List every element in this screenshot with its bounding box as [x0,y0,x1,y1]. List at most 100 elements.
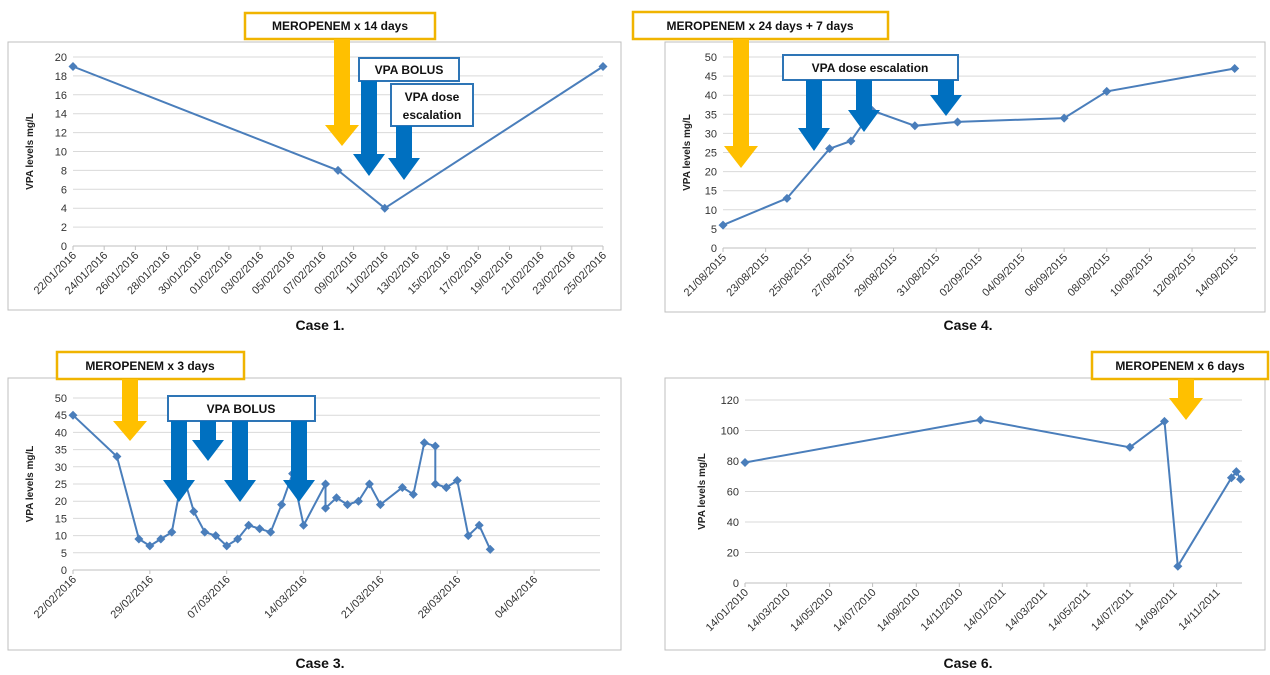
data-point [441,482,451,492]
y-tick-label: 50 [55,393,67,405]
data-point [1226,473,1236,483]
data-point [718,220,728,230]
y-tick-label: 50 [705,52,717,64]
caption-case-1: Case 1. [295,317,344,333]
data-point [782,193,792,203]
vpa-label-case-1-escalation: VPA dose escalation [403,90,462,122]
meropenem-arrow-case-4 [724,39,758,168]
y-tick-label: 10 [55,531,67,543]
data-point [145,541,155,551]
data-point [846,136,856,146]
data-point [419,438,429,448]
data-point [189,507,199,517]
data-point [598,61,608,71]
y-tick-label: 18 [55,71,67,83]
data-point [1102,86,1112,96]
data-point [1236,474,1246,484]
data-point [68,410,78,420]
vpa-box-case-1-bolus [358,57,460,82]
series-line [72,65,604,210]
y-tick-label: 0 [733,578,739,590]
data-point [244,520,254,530]
meropenem-label-case-1: MEROPENEM x 14 days [272,19,408,33]
data-point [463,531,473,541]
y-tick-label: 35 [55,445,67,457]
y-tick-label: 0 [61,565,67,577]
vpa-arrow-case-1-escalation [388,126,420,180]
series-line [722,67,1235,227]
data-point [333,165,343,175]
data-point [332,493,341,503]
y-axis-label: VPA levels mg/L [682,114,693,191]
data-point [397,482,407,492]
panel-frame-case-6 [664,377,1266,651]
y-tick-label: 8 [61,165,67,177]
meropenem-label-case-3: MEROPENEM x 3 days [85,359,215,373]
data-point [167,527,177,537]
meropenem-arrow-case-1 [325,39,359,146]
data-point [1059,113,1069,123]
y-tick-label: 45 [55,410,67,422]
data-point [321,503,331,513]
y-tick-label: 40 [705,90,717,102]
data-point [375,500,385,510]
y-tick-label: 25 [55,479,67,491]
vpa-arrow-case-3-3 [224,421,256,502]
y-tick-label: 6 [61,184,67,196]
y-tick-label: 20 [55,496,67,508]
vpa-label-case-4: VPA dose escalation [812,61,929,75]
vpa-arrow-case-4-2 [848,80,880,132]
data-point [68,61,78,71]
y-tick-label: 4 [61,203,67,215]
data-point [255,524,265,534]
data-point [452,476,462,486]
data-point [474,520,484,530]
y-tick-label: 15 [705,186,717,198]
vpa-arrow-case-3-2 [192,421,224,461]
y-tick-label: 120 [721,395,739,407]
meropenem-arrow-case-6 [1169,379,1203,420]
vpa-arrow-case-4-1 [798,80,830,151]
meropenem-arrow-case-3 [113,379,147,441]
data-point [408,489,418,499]
data-point [134,534,144,544]
vpa-arrow-case-1-bolus [353,81,385,176]
y-axis-label: VPA levels mg/L [697,453,708,530]
data-point [266,527,276,537]
data-point [321,479,331,489]
y-tick-label: 30 [55,462,67,474]
y-tick-label: 10 [55,147,67,159]
meropenem-box-case-4 [631,10,890,41]
y-tick-label: 12 [55,128,67,140]
y-tick-label: 40 [727,517,739,529]
data-point [211,531,221,541]
caption-case-4: Case 4. [943,317,992,333]
y-axis-label: VPA levels mg/L [25,446,36,523]
y-tick-label: 16 [55,90,67,102]
y-tick-label: 20 [705,167,717,179]
y-tick-label: 30 [705,128,717,140]
data-point [825,144,835,154]
y-axis-label: VPA levels mg/L [25,113,36,190]
data-point [1230,63,1240,73]
data-point [112,451,122,461]
y-tick-label: 100 [721,426,739,438]
y-tick-label: 2 [61,222,67,234]
data-point [1173,561,1183,571]
data-point [233,534,243,544]
meropenem-box-case-3 [55,350,246,381]
y-tick-label: 14 [55,109,67,121]
y-tick-label: 0 [61,241,67,253]
data-point [353,496,363,506]
vpa-label-case-3: VPA BOLUS [207,402,276,416]
y-tick-label: 45 [705,71,717,83]
vpa-box-case-1-escalation [390,83,474,127]
meropenem-label-case-4: MEROPENEM x 24 days + 7 days [666,19,853,33]
caption-case-3: Case 3. [295,655,344,671]
panel-frame-case-1 [7,41,622,311]
data-point [277,500,287,510]
meropenem-label-case-6: MEROPENEM x 6 days [1115,359,1245,373]
data-point [430,441,440,451]
caption-case-6: Case 6. [943,655,992,671]
